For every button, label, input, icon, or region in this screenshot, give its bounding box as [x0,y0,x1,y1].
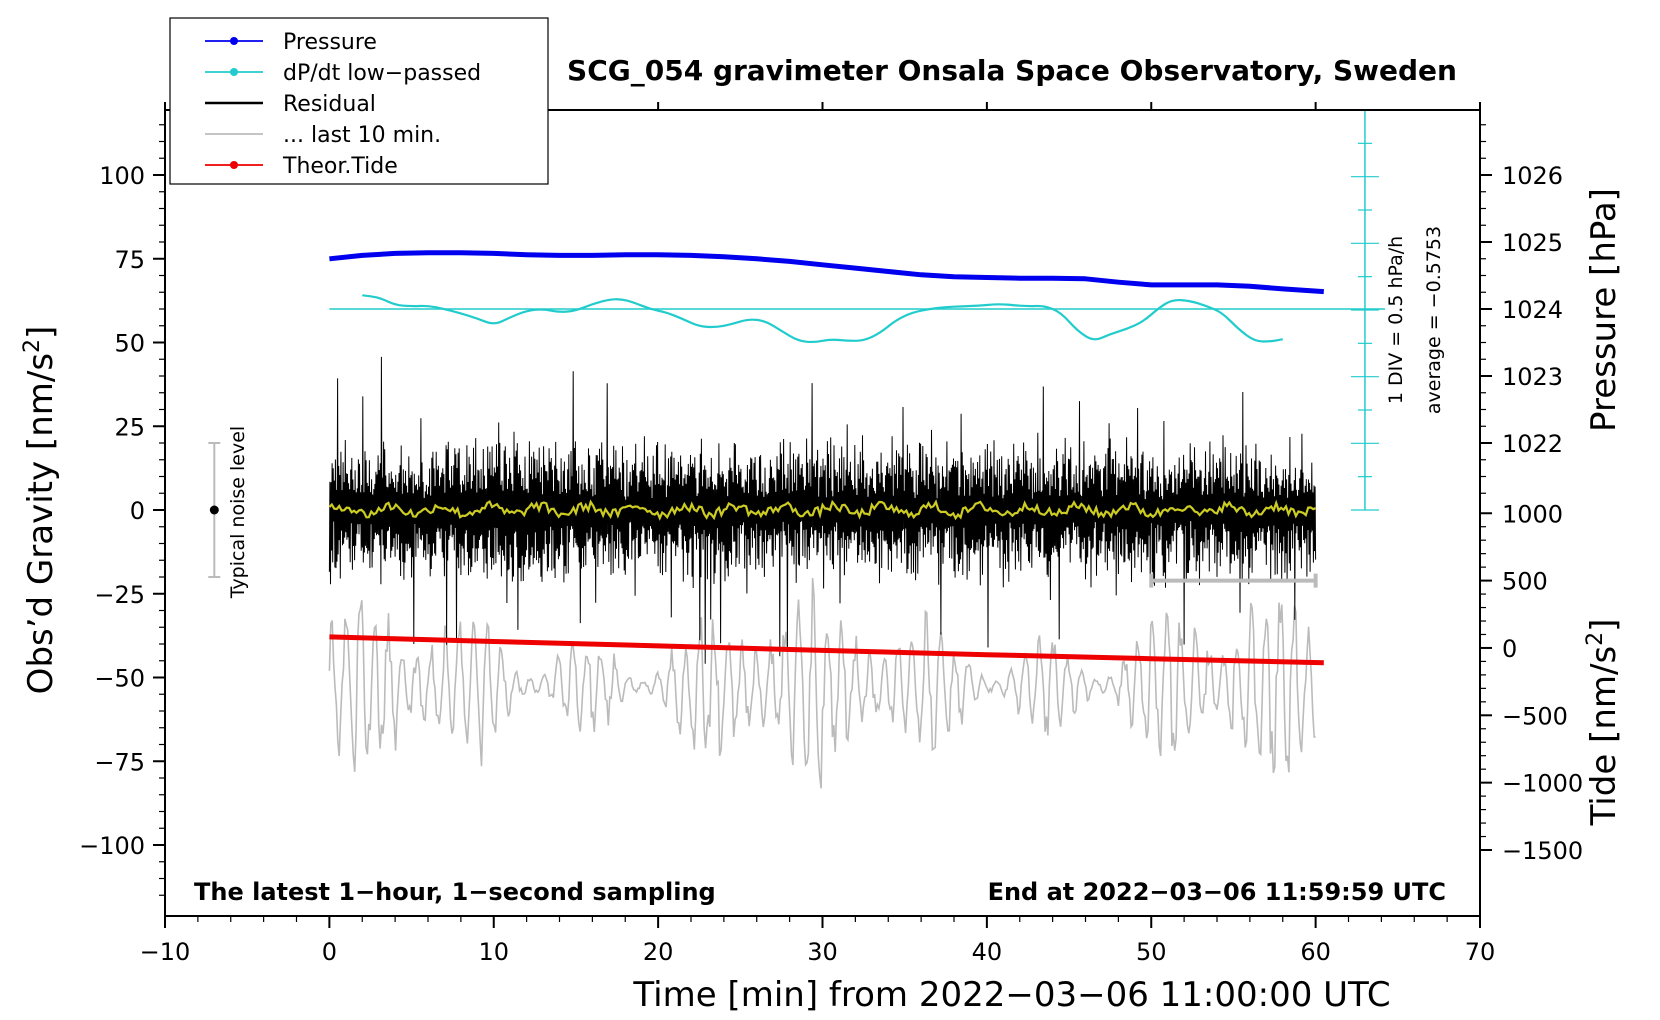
tide-tick-label: −1500 [1502,837,1583,865]
series-residual [328,356,1317,664]
tide-tick-label: 1000 [1502,500,1563,528]
y-tick-label: −100 [79,832,145,860]
x-tick-label: 50 [1136,938,1167,966]
x-tick-label: 60 [1300,938,1331,966]
plot-area [208,109,1385,789]
x-tick-label: 40 [972,938,1003,966]
x-tick-label: −10 [140,938,191,966]
pressure-tick-label: 1026 [1502,162,1563,190]
legend-box [169,17,549,185]
legend: Pressure dP/dt low−passed Residual ... last… [169,17,549,185]
x-tick-label: 10 [478,938,509,966]
legend-label: Residual [283,92,376,117]
series-theor-tide [329,634,1324,666]
pressure-tick-label: 1023 [1502,363,1563,391]
bottom-right-label: End at 2022−03−06 11:59:59 UTC [988,878,1446,906]
x-tick-label: 30 [807,938,838,966]
pressure-tick-label: 1022 [1502,430,1563,458]
y-axis-pressure-title: Pressure [hPa] [1584,188,1624,432]
x-tick-label: 20 [643,938,674,966]
pressure-tick-label: 1024 [1502,296,1563,324]
axes: −10 0 10 20 30 40 50 60 701007550250−25−50−75−10… [79,102,1583,966]
series-residual-lowpassed [328,499,1316,521]
tide-tick-label: −1000 [1502,770,1583,798]
y-tick-label: 25 [114,413,145,441]
x-axis-title: Time [min] from 2022−03−06 11:00:00 UTC [632,975,1390,1015]
tide-tick-label: 500 [1502,568,1548,596]
noise-center-dot [209,505,219,515]
legend-marker [230,68,238,76]
chart-title: SCG_054 gravimeter Onsala Space Observat… [567,54,1457,87]
y-tick-label: −25 [94,581,145,609]
legend-label: Pressure [283,30,377,55]
legend-label: dP/dt low−passed [283,61,481,86]
legend-label: ... last 10 min. [283,123,441,148]
dpdt-average-text: average = −0.5753 [1423,226,1445,414]
y-tick-label: 100 [99,162,145,190]
tide-tick-label: 0 [1502,635,1517,663]
legend-label: Theor.Tide [282,154,398,179]
legend-marker [230,37,238,45]
y-tick-label: −75 [94,748,145,776]
tide-tick-label: −500 [1502,702,1568,730]
y-tick-label: 50 [114,330,145,358]
series-dpdt [361,294,1283,344]
y-tick-label: −50 [94,665,145,693]
x-tick-label: 70 [1465,938,1496,966]
y-tick-label: 0 [130,497,145,525]
legend-marker [230,161,238,169]
pressure-tick-label: 1025 [1502,229,1563,257]
x-tick-label: 0 [322,938,337,966]
dpdt-scale-text: 1 DIV = 0.5 hPa/h [1385,236,1407,404]
y-axis-tide-title: Tide [nm/s2] [1583,619,1624,827]
series-pressure [329,250,1324,295]
y-axis-left-title: Obs’d Gravity [nm/s2] [20,326,61,695]
series-last-10-min [328,578,1316,789]
y-tick-label: 75 [114,246,145,274]
bottom-left-label: The latest 1−hour, 1−second sampling [194,878,716,906]
noise-level-label: Typical noise level [227,426,249,599]
